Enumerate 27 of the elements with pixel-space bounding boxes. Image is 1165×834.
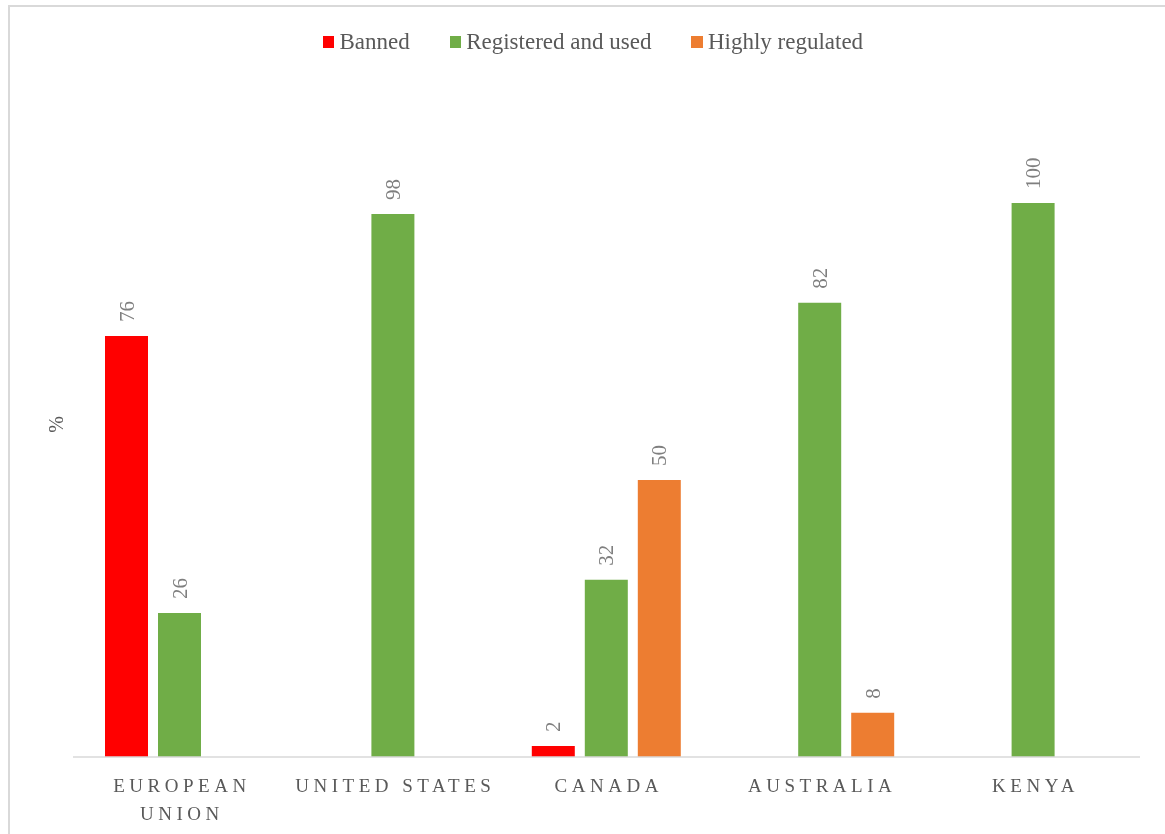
bar (158, 612, 201, 757)
data-label: 76 (114, 300, 139, 322)
x-tick-label: CANADA (554, 775, 663, 796)
data-label: 26 (167, 577, 192, 599)
x-tick-label: AUSTRALIA (748, 775, 897, 796)
legend-label: Banned (339, 29, 410, 55)
x-tick-label: EUROPEAN UNION (113, 775, 251, 824)
bar (584, 579, 628, 757)
bar (1011, 203, 1055, 757)
bar (371, 214, 415, 757)
data-label: 50 (647, 445, 672, 466)
legend-label: Registered and used (466, 29, 652, 55)
data-label: 8 (860, 688, 885, 699)
bar (105, 335, 148, 757)
data-label: 100 (1021, 157, 1046, 189)
data-label: 98 (380, 179, 405, 201)
bar (798, 302, 842, 757)
legend-label: Highly regulated (707, 29, 864, 55)
y-axis-title: % (45, 416, 67, 433)
x-tick-label: UNITED STATES (295, 775, 496, 796)
bar (531, 745, 575, 757)
bar (851, 712, 895, 757)
data-label: 2 (541, 721, 566, 732)
data-label: 32 (594, 544, 619, 566)
bar (637, 480, 681, 757)
x-tick-label: KENYA (992, 775, 1079, 796)
data-label: 82 (807, 267, 832, 289)
